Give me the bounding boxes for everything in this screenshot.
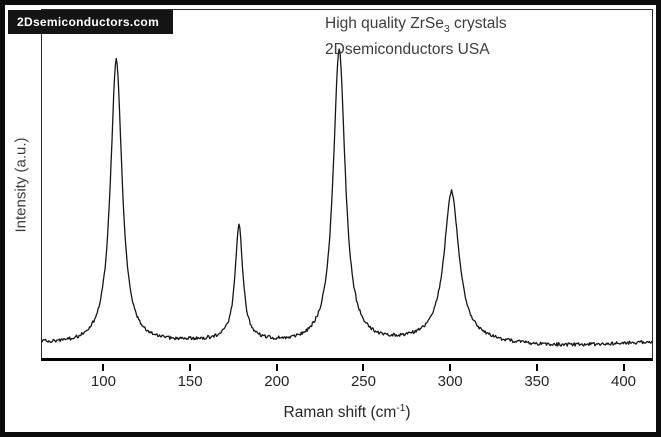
spectrum-svg [42,48,652,347]
watermark-badge: 2Dsemiconductors.com [8,10,174,34]
annotation-line-2: 2Dsemiconductors USA [325,40,490,58]
x-tick-mark [622,364,625,371]
plot-area [41,9,653,361]
x-tick-label: 400 [611,373,637,390]
annotation-line-1: High quality ZrSe3 crystals [325,12,507,38]
x-tick-mark [102,364,105,371]
y-axis-title: Intensity (a.u.) [12,137,30,233]
annotation-block: High quality ZrSe3 crystals 2Dsemiconduc… [325,12,507,61]
x-axis-title: Raman shift (cm-1) [41,403,653,422]
x-tick-label: 350 [524,373,550,390]
x-tick-label: 250 [350,373,376,390]
x-tick-mark [275,364,278,371]
x-tick-mark [189,364,192,371]
x-tick-label: 300 [437,373,463,390]
x-tick-mark [362,364,365,371]
x-tick-label: 200 [264,373,290,390]
annotation-line1-text: High quality ZrSe [325,15,444,32]
annotation-line1-subscript: 3 [443,23,450,36]
x-axis-strip: 100 150 200 250 300 350 400 [41,364,653,396]
x-axis-title-tail: ) [405,404,411,422]
x-tick-mark [449,364,452,371]
annotation-line1-tail: crystals [449,15,507,32]
x-tick-label: 100 [90,373,116,390]
x-tick-label: 150 [177,373,203,390]
x-axis-title-superscript: -1 [396,403,406,414]
x-axis-title-text: Raman shift (cm [283,404,397,422]
x-tick-mark [535,364,538,371]
spectrum-line [42,48,652,347]
